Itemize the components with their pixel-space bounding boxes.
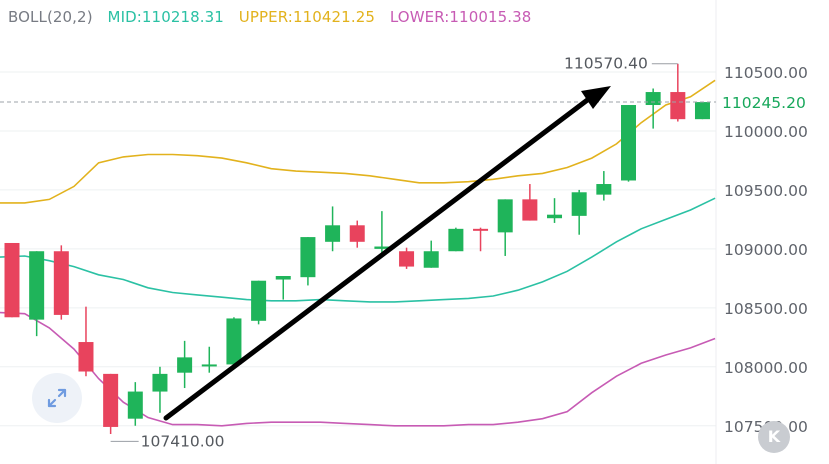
candle-body <box>251 280 267 321</box>
candle <box>621 105 636 182</box>
candle-body <box>423 251 439 268</box>
candle <box>53 245 69 320</box>
y-tick-label: 110000.00 <box>724 123 808 141</box>
candle-body <box>621 105 636 181</box>
candle <box>547 198 563 223</box>
candle-body <box>127 391 143 419</box>
candle-body <box>103 373 119 427</box>
candle <box>29 251 45 337</box>
y-tick-label: 108500.00 <box>724 300 808 318</box>
grid-lines <box>0 0 717 464</box>
candle <box>152 366 168 413</box>
candle-body <box>29 251 45 320</box>
legend-mid: MID:110218.31 <box>107 8 224 26</box>
candle <box>325 206 341 252</box>
candle-body <box>78 342 94 372</box>
candle <box>374 211 390 255</box>
candle-body <box>152 373 168 392</box>
candle-body <box>547 214 563 219</box>
expand-arrows-icon <box>47 388 67 408</box>
current-price-label: 110245.20 <box>722 94 806 112</box>
candle <box>423 240 439 268</box>
candle-body <box>522 199 538 221</box>
candle <box>448 227 464 252</box>
high-annotation: 110570.40 <box>564 55 648 73</box>
y-axis: 110500.00 110000.00 109500.00 109000.00 1085… <box>724 64 808 436</box>
candle-body <box>374 246 390 249</box>
k-logo-icon: K <box>758 421 790 453</box>
candle-body <box>53 251 69 315</box>
trend-arrow <box>163 86 611 421</box>
candle-body <box>670 92 686 120</box>
band-upper-line <box>0 79 716 204</box>
candle <box>275 276 291 300</box>
candle <box>497 199 513 256</box>
candle-body <box>694 102 710 120</box>
candle <box>645 88 661 129</box>
band-lower-line <box>0 311 716 427</box>
candle-body <box>4 242 20 318</box>
candle <box>670 63 686 122</box>
candle <box>300 237 316 286</box>
candle-body <box>645 92 661 106</box>
candle-body <box>473 228 489 231</box>
candle-body <box>201 364 217 367</box>
candle <box>127 382 143 426</box>
bollinger-bands <box>0 79 716 427</box>
candle <box>473 227 489 252</box>
candle-body <box>349 225 365 242</box>
candle <box>596 171 612 201</box>
legend-upper: UPPER:110421.25 <box>238 8 375 26</box>
candle-body <box>300 237 316 278</box>
candle <box>694 102 710 120</box>
candle <box>78 306 94 377</box>
expand-button[interactable] <box>32 373 82 423</box>
legend-lower: LOWER:110015.38 <box>389 8 532 26</box>
candle <box>251 280 267 325</box>
candle-body <box>497 199 513 233</box>
candle <box>177 340 193 389</box>
candle-body <box>448 228 464 252</box>
candle <box>399 247 415 269</box>
candle-body <box>399 251 415 267</box>
candles <box>4 63 710 435</box>
band-mid-line <box>0 197 716 303</box>
candle <box>201 346 217 373</box>
candle-body <box>177 357 193 373</box>
candle-body <box>325 225 341 242</box>
y-tick-label: 108000.00 <box>724 359 808 377</box>
y-tick-label: 109500.00 <box>724 182 808 200</box>
candle <box>571 189 587 235</box>
candle-body <box>226 318 242 365</box>
candle-body <box>571 192 587 216</box>
candle-body <box>596 184 612 195</box>
candle <box>103 373 119 435</box>
legend-indicator-name: BOLL(20,2) <box>8 8 93 26</box>
y-tick-label: 110500.00 <box>724 64 808 82</box>
annotations: 110570.40 107410.00 <box>110 55 678 450</box>
candle <box>4 242 20 318</box>
candle <box>226 317 242 367</box>
low-annotation: 107410.00 <box>141 432 225 450</box>
candle-body <box>275 276 291 280</box>
indicator-legend: BOLL(20,2) MID:110218.31 UPPER:110421.25… <box>8 8 541 26</box>
candle <box>349 220 365 248</box>
candle <box>522 184 538 221</box>
y-tick-label: 109000.00 <box>724 241 808 259</box>
